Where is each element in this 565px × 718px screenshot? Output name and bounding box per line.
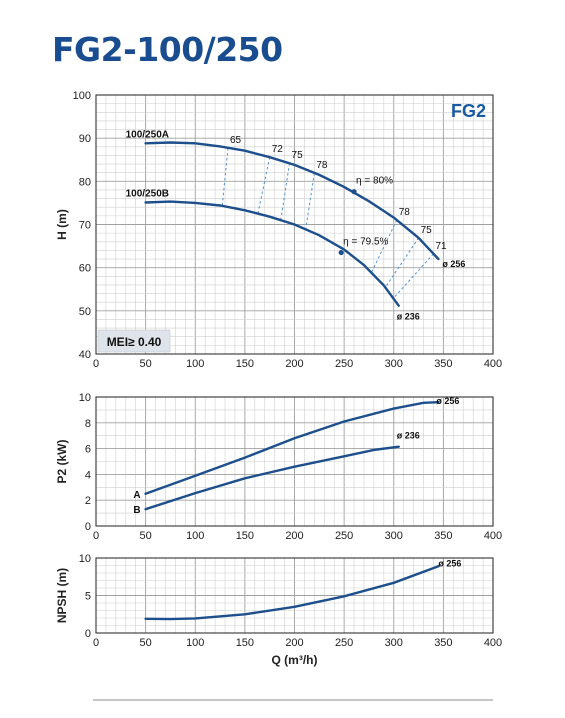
power-y-axis-label: P2 (kW) — [55, 439, 69, 483]
iso-efficiency-label: 72 — [272, 144, 284, 155]
head-plot-frame — [95, 94, 494, 355]
series-badge: FG2 — [451, 101, 486, 121]
diameter-label: ø 256 — [442, 259, 465, 269]
power-chart: 0 50 100 150 200 250 300 350 400 0 2 4 6 8 10 P2 (kW) Aø… — [55, 392, 502, 542]
x-tick-label: 400 — [484, 358, 502, 370]
y-tick-label: 4 — [85, 469, 91, 481]
x-tick-label: 250 — [335, 530, 353, 542]
x-tick-label: 400 — [484, 637, 502, 649]
iso-efficiency-label: 75 — [292, 150, 304, 161]
head-series-line-1 — [144, 141, 440, 261]
efficiency-point — [338, 249, 344, 256]
x-tick-label: 300 — [385, 530, 403, 542]
diameter-label: ø 256 — [436, 396, 459, 406]
x-tick-label: 50 — [140, 530, 152, 542]
y-tick-label: 5 — [85, 591, 91, 603]
y-tick-label: 0 — [85, 628, 91, 640]
power-series-line-2 — [144, 445, 400, 511]
series-name-label: 100/250B — [126, 188, 169, 199]
iso-efficiency-label: 78 — [316, 160, 328, 171]
page-title: FG2-100/250 — [52, 30, 283, 69]
x-tick-label: 0 — [93, 637, 99, 649]
x-tick-label: 350 — [434, 358, 452, 370]
y-tick-label: 10 — [79, 553, 91, 565]
npsh-series-line-1 — [144, 565, 440, 621]
head-series-line-2 — [144, 200, 400, 307]
x-tick-label: 50 — [140, 358, 152, 370]
series-name-label: B — [133, 505, 140, 516]
series-name-label: A — [133, 490, 140, 501]
y-tick-label: 90 — [79, 133, 91, 145]
npsh-plot-frame — [95, 557, 494, 634]
x-tick-label: 200 — [285, 358, 303, 370]
y-tick-label: 70 — [79, 220, 91, 232]
head-chart: 0 50 100 150 200 250 300 350 400 40 50 60 70 80 90 100 H… — [55, 90, 502, 370]
y-tick-label: 10 — [79, 392, 91, 404]
x-tick-label: 250 — [335, 637, 353, 649]
y-tick-label: 40 — [79, 349, 91, 361]
mei-badge-text: MEI≥ 0.40 — [107, 335, 162, 349]
power-series-line-1 — [144, 401, 440, 495]
x-tick-label: 200 — [285, 637, 303, 649]
iso-efficiency-line — [304, 173, 315, 232]
y-tick-label: 0 — [85, 521, 91, 533]
y-tick-label: 50 — [79, 306, 91, 318]
x-tick-label: 350 — [434, 530, 452, 542]
iso-efficiency-label: 71 — [435, 241, 447, 252]
y-tick-label: 100 — [73, 90, 91, 102]
diameter-label: ø 236 — [397, 312, 420, 322]
head-y-axis-label: H (m) — [55, 209, 69, 240]
x-tick-label: 400 — [484, 530, 502, 542]
y-tick-label: 2 — [85, 495, 91, 507]
iso-efficiency-label: 75 — [421, 225, 433, 236]
y-tick-label: 6 — [85, 444, 91, 456]
diameter-label: ø 256 — [438, 558, 461, 568]
x-tick-label: 300 — [385, 637, 403, 649]
npsh-chart: 0 50 100 150 200 250 300 350 400 0 5 10 NPSH (m) Q (m… — [55, 553, 502, 667]
x-tick-label: 200 — [285, 530, 303, 542]
iso-efficiency-line — [280, 163, 291, 222]
x-tick-label: 250 — [335, 358, 353, 370]
y-tick-label: 8 — [85, 418, 91, 430]
iso-efficiency-line — [257, 157, 271, 215]
x-tick-label: 150 — [236, 637, 254, 649]
x-tick-label: 100 — [186, 358, 204, 370]
series-name-label: 100/250A — [126, 129, 169, 140]
npsh-y-axis-label: NPSH (m) — [55, 568, 69, 623]
x-tick-label: 0 — [93, 358, 99, 370]
y-tick-label: 80 — [79, 176, 91, 188]
npsh-x-axis-label: Q (m³/h) — [272, 653, 318, 667]
x-tick-label: 150 — [236, 530, 254, 542]
iso-efficiency-label: 65 — [230, 135, 242, 146]
diameter-label: ø 236 — [397, 431, 420, 441]
efficiency-label: η = 79.5% — [343, 237, 388, 248]
x-tick-label: 350 — [434, 637, 452, 649]
x-tick-label: 100 — [186, 530, 204, 542]
x-tick-label: 0 — [93, 530, 99, 542]
efficiency-point — [351, 189, 357, 195]
x-tick-label: 300 — [385, 358, 403, 370]
y-tick-label: 60 — [79, 263, 91, 275]
iso-efficiency-label: 78 — [399, 207, 411, 218]
x-tick-label: 50 — [140, 637, 152, 649]
x-tick-label: 100 — [186, 637, 204, 649]
power-plot-frame — [95, 396, 494, 527]
x-tick-label: 150 — [236, 358, 254, 370]
efficiency-label: η = 80% — [356, 176, 393, 187]
mei-badge-box — [97, 329, 171, 353]
